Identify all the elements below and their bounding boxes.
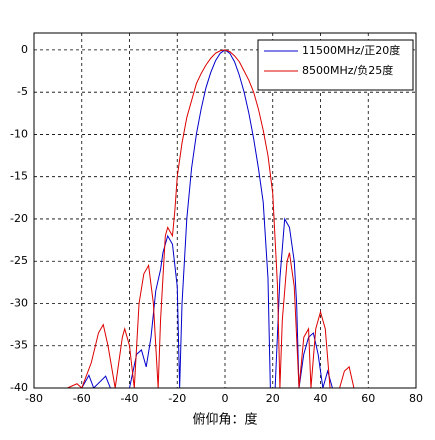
- y-tick-label: -30: [10, 296, 28, 309]
- y-tick-label: -5: [17, 85, 28, 98]
- y-tick-label: -10: [10, 127, 28, 140]
- x-tick-label: -60: [73, 392, 91, 405]
- series-line: [81, 49, 333, 388]
- series-line: [67, 49, 355, 388]
- x-tick-label: -40: [121, 392, 139, 405]
- y-tick-label: 0: [21, 43, 28, 56]
- legend-label: 8500MHz/负25度: [302, 63, 393, 77]
- legend-label: 11500MHz/正20度: [302, 43, 400, 57]
- x-tick-label: 20: [266, 392, 280, 405]
- x-tick-label: 80: [409, 392, 423, 405]
- y-tick-label: -35: [10, 339, 28, 352]
- plot-frame: [33, 32, 417, 389]
- y-tick-label: -40: [10, 381, 28, 394]
- y-tick-label: -15: [10, 170, 28, 183]
- legend-box: [257, 39, 414, 91]
- x-tick-label: 0: [222, 392, 229, 405]
- x-tick-label: 60: [361, 392, 375, 405]
- y-tick-label: -25: [10, 254, 28, 267]
- y-tick-label: -20: [10, 212, 28, 225]
- x-tick-label: -20: [168, 392, 186, 405]
- x-axis-label: 俯仰角：度: [192, 412, 257, 428]
- x-tick-label: 40: [314, 392, 328, 405]
- x-tick-label: -80: [25, 392, 43, 405]
